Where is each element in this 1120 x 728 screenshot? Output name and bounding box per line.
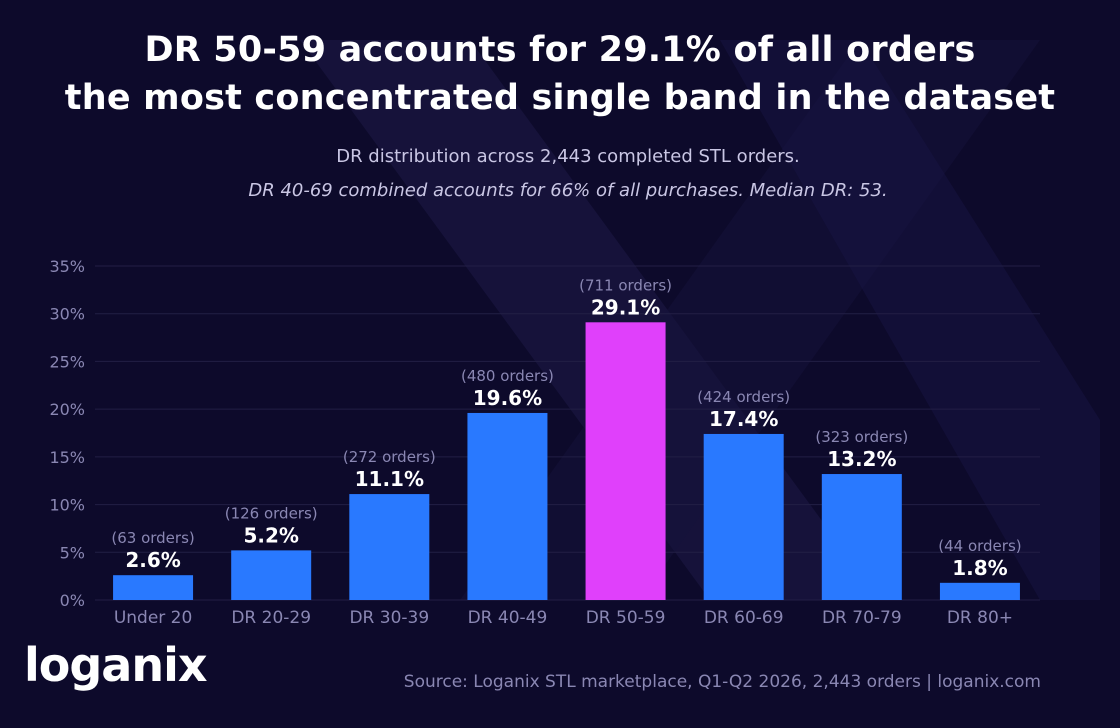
y-tick-label: 25% (49, 352, 85, 371)
y-tick-label: 10% (49, 496, 85, 515)
x-tick-label: DR 20-29 (231, 608, 311, 628)
chart-subtitle-line-2: DR 40-69 combined accounts for 66% of al… (248, 180, 888, 201)
bar (703, 433, 784, 600)
x-tick-label: DR 40-49 (468, 608, 548, 628)
source-note: Source: Loganix STL marketplace, Q1-Q2 2… (403, 672, 1041, 692)
bar (585, 322, 666, 600)
bar (231, 550, 312, 600)
bar-count-label: (126 orders) (225, 504, 318, 522)
bar-value-label: 5.2% (243, 523, 298, 547)
y-tick-label: 5% (60, 543, 85, 562)
x-tick-label: DR 60-69 (704, 608, 784, 628)
y-axis-ticks: 0% 5% 10% 15% 20% 25% 30% 35% (49, 257, 85, 610)
x-tick-label: DR 80+ (947, 608, 1013, 628)
bars (113, 322, 1020, 600)
chart-title-line-2: the most concentrated single band in the… (64, 78, 1056, 118)
bar-count-label: (63 orders) (111, 529, 194, 547)
x-tick-label: DR 50-59 (586, 608, 666, 628)
bar-count-label: (272 orders) (343, 448, 436, 466)
bar (467, 412, 548, 600)
x-tick-label: DR 70-79 (822, 608, 902, 628)
logo-text: logani (24, 638, 179, 692)
y-tick-label: 0% (60, 591, 85, 610)
bar-value-label: 29.1% (591, 295, 660, 319)
bar-value-label: 13.2% (827, 447, 896, 471)
bar-value-label: 17.4% (709, 407, 778, 431)
bar-count-label: (44 orders) (938, 537, 1021, 555)
bar-count-label: (424 orders) (697, 388, 790, 406)
y-tick-label: 15% (49, 448, 85, 467)
x-tick-label: DR 30-39 (349, 608, 429, 628)
bar-value-label: 11.1% (355, 467, 424, 491)
bar-count-label: (711 orders) (579, 276, 672, 294)
bar (939, 582, 1020, 600)
chart-subtitle-line-1: DR distribution across 2,443 completed S… (336, 146, 800, 167)
y-tick-label: 35% (49, 257, 85, 276)
bar-labels: 2.6%(63 orders) 5.2%(126 orders) 11.1%(272… (111, 276, 1021, 580)
x-tick-label: Under 20 (114, 608, 193, 628)
loganix-logo: loganix (24, 638, 208, 692)
y-tick-label: 20% (49, 400, 85, 419)
x-axis-ticks: Under 20 DR 20-29 DR 30-39 DR 40-49 DR 50-59… (114, 608, 1013, 628)
bar-value-label: 19.6% (473, 386, 542, 410)
bar (821, 474, 902, 600)
bar (113, 575, 194, 600)
bar (349, 494, 430, 600)
logo-accent: x (177, 638, 208, 692)
chart-title-line-1: DR 50-59 accounts for 29.1% of all order… (144, 30, 976, 70)
bar-value-label: 2.6% (125, 548, 180, 572)
bar-value-label: 1.8% (952, 556, 1007, 580)
bar-count-label: (480 orders) (461, 367, 554, 385)
bar-count-label: (323 orders) (815, 428, 908, 446)
y-tick-label: 30% (49, 305, 85, 324)
